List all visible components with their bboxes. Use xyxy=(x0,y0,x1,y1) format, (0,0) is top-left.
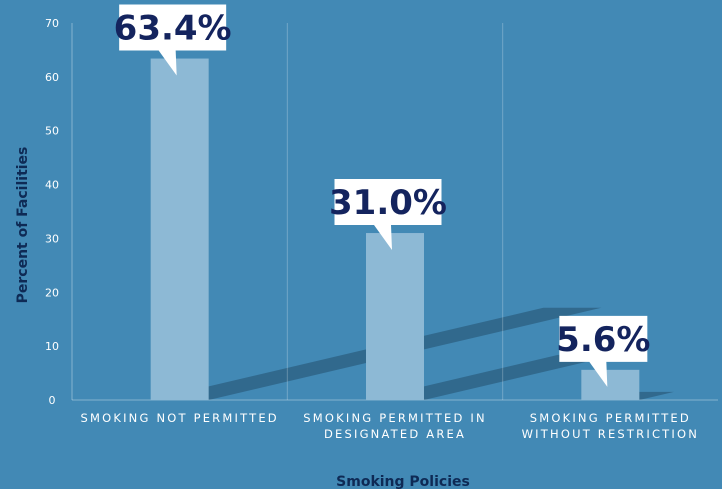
data-label: 5.6% xyxy=(556,320,650,360)
bars xyxy=(150,58,640,400)
y-tick-label: 20 xyxy=(45,286,59,299)
data-label-callouts: 63.4% 31.0% 5.6% xyxy=(114,4,650,387)
x-category-label: DESIGNATED AREA xyxy=(324,427,466,441)
y-tick-label: 30 xyxy=(45,232,59,245)
x-axis-title: Smoking Policies xyxy=(336,474,470,489)
data-label-callout xyxy=(559,315,648,387)
bar xyxy=(581,369,640,400)
x-category-label: SMOKING PERMITTED xyxy=(530,411,691,425)
x-category-label: WITHOUT RESTRICTION xyxy=(522,427,699,441)
y-tick-label: 60 xyxy=(45,71,59,84)
y-axis-title: Percent of Facilities xyxy=(15,147,31,304)
data-label-callout xyxy=(119,4,227,76)
bar xyxy=(366,233,424,400)
y-tick-label: 0 xyxy=(49,394,56,407)
y-tick-label: 70 xyxy=(45,17,59,30)
y-tick-label: 10 xyxy=(45,340,59,353)
bar-shadow xyxy=(366,354,617,400)
data-label-callout xyxy=(334,179,442,251)
y-tick-label: 50 xyxy=(45,125,59,138)
y-tick-label: 40 xyxy=(45,179,59,192)
y-axis-ticks: 0 10 20 30 40 50 60 70 xyxy=(45,17,73,407)
data-label: 31.0% xyxy=(329,183,447,223)
x-category-label: SMOKING NOT PERMITTED xyxy=(80,411,278,425)
data-label: 63.4% xyxy=(114,9,232,49)
x-axis-categories: SMOKING NOT PERMITTED SMOKING PERMITTED I… xyxy=(80,411,699,441)
x-category-label: SMOKING PERMITTED IN xyxy=(303,411,487,425)
bar xyxy=(150,58,209,400)
